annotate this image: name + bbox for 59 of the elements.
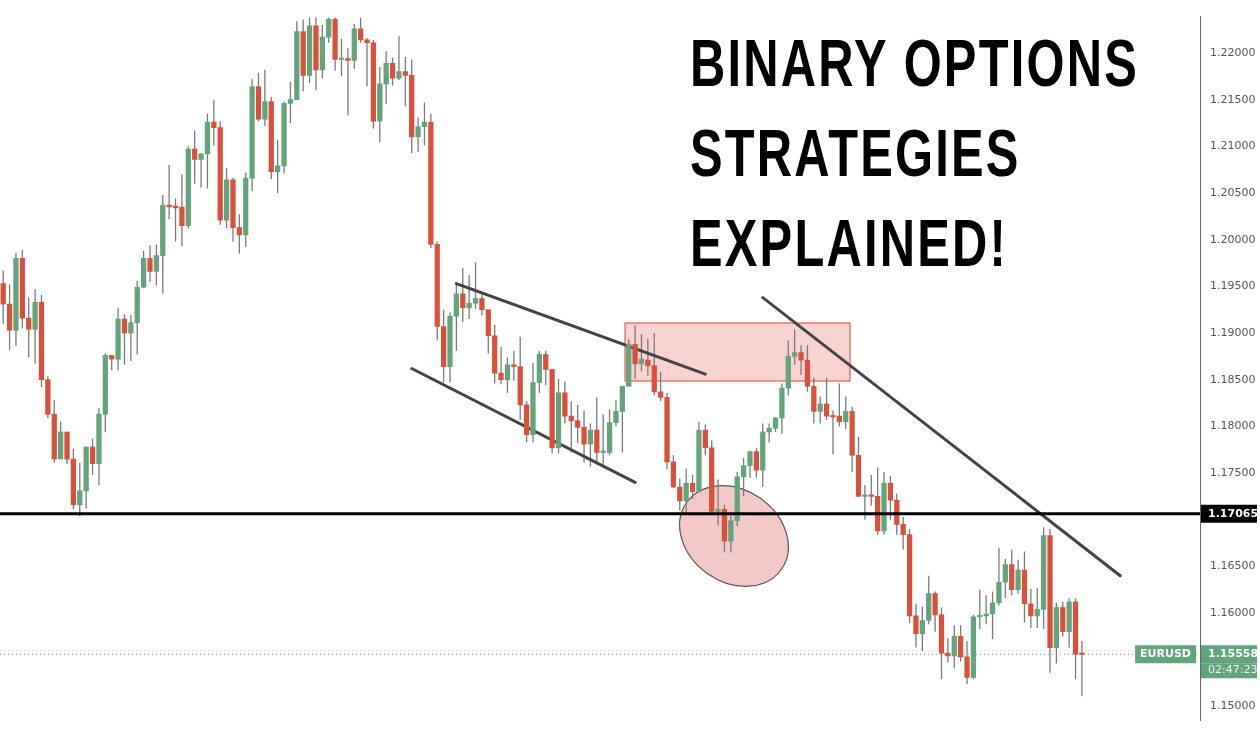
candlestick: [511, 350, 517, 382]
candlestick: [192, 129, 198, 185]
candlestick: [504, 356, 511, 394]
y-tick-label: 1.16000: [1210, 605, 1256, 619]
candlestick: [128, 314, 134, 362]
candlestick: [562, 380, 568, 425]
candlestick: [77, 462, 83, 517]
y-tick-label: 1.15000: [1210, 699, 1256, 713]
candlestick: [383, 50, 389, 105]
candlestick: [389, 57, 396, 87]
candlestick: [887, 475, 894, 521]
candlestick: [89, 437, 96, 476]
candlestick: [677, 477, 683, 512]
candlestick: [275, 139, 281, 194]
candlestick: [932, 590, 938, 633]
candlestick: [121, 313, 128, 366]
candlestick: [0, 269, 6, 325]
candlestick: [689, 474, 696, 500]
y-tick-label: 1.20500: [1210, 185, 1256, 199]
candlestick: [632, 324, 638, 380]
ref-line-label: 1.17065: [1208, 506, 1259, 520]
y-tick-label: 1.21000: [1210, 139, 1256, 153]
candlestick: [338, 38, 345, 77]
text: BINARY OPTIONS STRATEGIES EXPLAINED!: [690, 25, 1140, 282]
y-tick-label: 1.21500: [1210, 92, 1256, 106]
candlestick: [326, 16, 332, 44]
y-tick-label: 1.18500: [1210, 372, 1256, 386]
candlestick: [702, 423, 708, 456]
candlestick: [147, 244, 153, 283]
candlestick: [862, 484, 868, 521]
candlestick: [913, 603, 919, 649]
candlestick: [345, 47, 351, 117]
y-tick-label: 1.18000: [1210, 419, 1256, 433]
y-tick-label: 1.20000: [1210, 232, 1256, 246]
candlestick: [587, 422, 594, 468]
candlestick: [396, 35, 402, 81]
candlestick: [26, 296, 32, 358]
annotation: EURUSD: [1140, 647, 1191, 661]
candlestick: [843, 395, 849, 430]
candlestick: [460, 267, 466, 323]
candlestick: [798, 344, 804, 376]
y-tick-label: 1.19000: [1210, 325, 1256, 339]
candlestick: [964, 640, 970, 685]
candlestick: [1015, 559, 1021, 595]
candlestick: [958, 624, 964, 663]
y-tick-label: 1.16500: [1210, 559, 1256, 573]
candlestick: [715, 478, 721, 526]
candlestick: [817, 395, 823, 425]
y-tick-label: 1.17500: [1210, 465, 1256, 479]
ref-line-label: 1.15558: [1208, 647, 1259, 661]
candlestick: [753, 447, 760, 479]
candlestick: [358, 16, 364, 44]
y-tick-label: 1.19500: [1210, 279, 1256, 293]
candlestick: [262, 69, 268, 127]
text: 02:47:23: [1208, 663, 1258, 677]
candlestick: [594, 396, 600, 466]
candlestick: [498, 346, 504, 386]
candlestick: [211, 99, 217, 147]
y-tick-label: 1.22000: [1210, 45, 1256, 59]
